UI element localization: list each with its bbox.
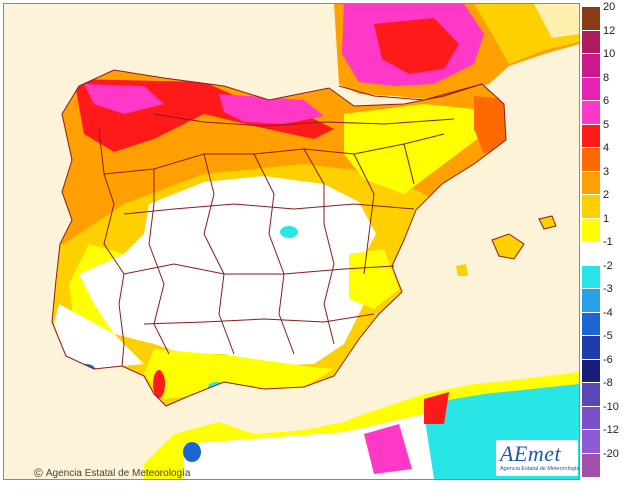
- legend-label: 3: [603, 165, 610, 178]
- legend-label: -6: [603, 353, 613, 366]
- administrative-borders: [51, 69, 557, 407]
- logo-wordmark: AEmet: [500, 441, 562, 466]
- aemet-logo: AEmet Agencia Estatal de Meteorología: [496, 440, 580, 476]
- legend-label: -8: [603, 377, 613, 389]
- balearic-islands: [456, 216, 556, 276]
- legend-swatch: [582, 264, 600, 289]
- legend-swatch: [582, 358, 600, 383]
- southeast-yellow: [349, 249, 399, 309]
- legend-label: 5: [603, 118, 610, 131]
- legend-swatch: [582, 53, 600, 77]
- legend-label: -20: [603, 447, 619, 460]
- legend-swatch: [582, 335, 600, 359]
- legend-label: 4: [603, 142, 610, 154]
- temperature-anomaly-map: [4, 4, 579, 479]
- legend-label: -10: [603, 400, 619, 413]
- cyan-spot-center: [280, 226, 298, 238]
- legend-label: -2: [603, 259, 613, 272]
- legend-label: 20: [603, 1, 616, 13]
- legend-swatch: [582, 170, 600, 195]
- legend-swatch: [582, 311, 600, 336]
- africa-blue-spot: [183, 442, 201, 462]
- legend-swatch: [582, 288, 600, 312]
- legend-swatch: [582, 429, 600, 453]
- legend-label: 6: [603, 95, 610, 107]
- credit-text: Agencia Estatal de Meteorología: [45, 467, 191, 479]
- legend-label: -1: [603, 236, 613, 248]
- catalonia-orange: [474, 96, 506, 154]
- africa-magenta-region: [364, 424, 412, 474]
- logo-subtitle: Agencia Estatal de Meteorología: [500, 466, 580, 472]
- legend-swatch: [582, 29, 600, 54]
- legend-swatch: [582, 147, 600, 171]
- legend-swatch: [582, 241, 600, 265]
- legend-label: -3: [603, 283, 613, 295]
- legend-label: 12: [603, 24, 616, 37]
- legend-swatch: [582, 76, 600, 101]
- north-magenta-band: [84, 84, 324, 124]
- legend-label: 10: [603, 48, 616, 60]
- legend-swatch: [582, 217, 600, 242]
- france-hot-zone: [374, 18, 459, 74]
- red-spot-cadiz: [153, 370, 165, 398]
- legend-label: 1: [603, 212, 610, 225]
- legend-label: -5: [603, 330, 613, 342]
- legend-label: 8: [603, 71, 610, 84]
- central-white-region: [79, 176, 376, 366]
- legend-label: 2: [603, 189, 610, 201]
- legend-swatch: [582, 194, 600, 218]
- legend-label: -4: [603, 306, 613, 319]
- legend-swatch: [582, 6, 600, 30]
- legend-label: -12: [603, 424, 619, 436]
- legend-swatch: [582, 405, 600, 430]
- legend-swatch: [582, 100, 600, 124]
- color-legend: 20 12 10 8 6 5 4 3 2 1 -1 -2 -3 -4 -5 -6 -8 -10 -12 -20: [582, 1, 628, 478]
- southwest-white: [54, 304, 144, 369]
- legend-swatch: [582, 452, 600, 477]
- france-pale-zone: [534, 4, 579, 38]
- legend-swatch: [582, 123, 600, 148]
- map-credit: © Agencia Estatal de Meteorología: [34, 467, 190, 479]
- south-yellow-coast: [144, 349, 334, 399]
- copyright-icon: ©: [34, 466, 43, 480]
- legend-swatch: [582, 382, 600, 406]
- map-panel: © Agencia Estatal de Meteorología AEmet …: [3, 3, 580, 480]
- northeast-yellow: [344, 104, 484, 194]
- africa-red-region: [424, 392, 449, 424]
- west-yellow-strip: [69, 244, 124, 334]
